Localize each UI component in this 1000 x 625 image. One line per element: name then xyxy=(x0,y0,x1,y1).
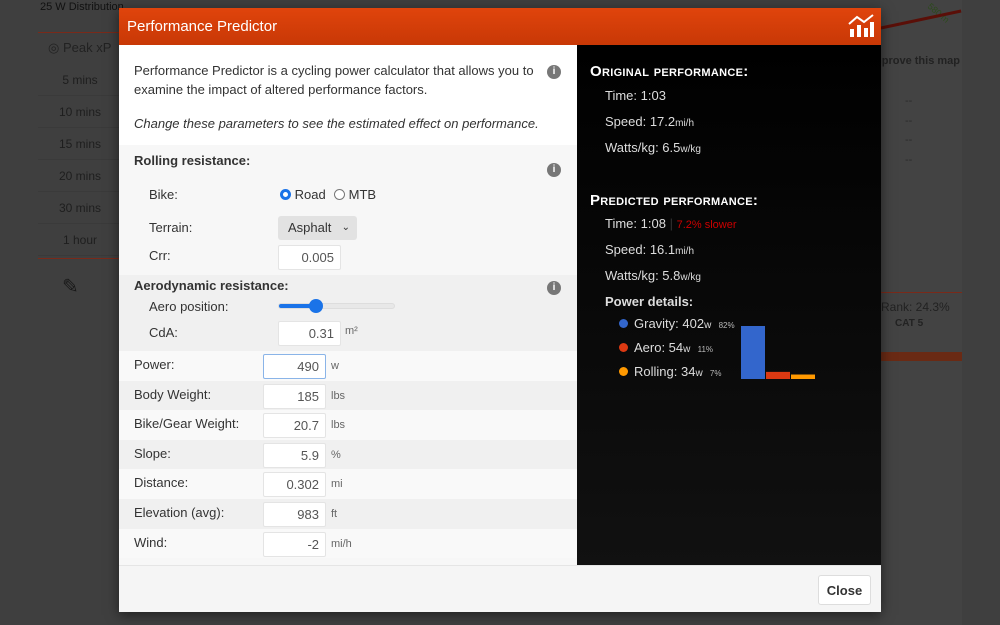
dialog-header: Performance Predictor xyxy=(119,8,881,45)
dash: -- xyxy=(905,115,913,127)
legend-dot-icon xyxy=(619,367,628,376)
bg-row: 10 mins xyxy=(38,96,122,128)
dash: -- xyxy=(905,95,913,107)
results-panel: Original performance: Time: 1:03 Speed: … xyxy=(577,45,881,565)
intro-text: Performance Predictor is a cycling power… xyxy=(134,63,534,97)
field-row: Bike/Gear Weight: 20.7 lbs xyxy=(119,410,577,440)
original-time: Time: 1:03 xyxy=(605,88,666,103)
power-bar xyxy=(791,374,815,379)
field-input[interactable]: 490 xyxy=(263,354,326,379)
dialog-title: Performance Predictor xyxy=(127,18,278,35)
predicted-wkg: Watts/kg: 5.8w/kg xyxy=(605,268,701,283)
bg-row: 1 hour xyxy=(38,224,122,256)
dash: -- xyxy=(905,134,913,146)
power-item: Rolling: 34w 7% xyxy=(619,364,721,379)
predicted-heading: Predicted performance: xyxy=(590,192,759,209)
pencil-icon[interactable]: ✎ xyxy=(62,276,79,298)
bike-label: Bike: xyxy=(149,187,178,202)
field-label: Wind: xyxy=(134,534,168,550)
original-heading: Original performance: xyxy=(590,63,749,80)
cda-input[interactable]: 0.31 xyxy=(278,321,341,346)
info-icon[interactable]: i xyxy=(547,281,561,295)
field-input[interactable]: -2 xyxy=(263,531,326,557)
field-unit: ft xyxy=(331,508,338,520)
field-unit: lbs xyxy=(331,419,346,432)
field-row: Distance: 0.302 mi xyxy=(119,469,577,499)
field-label: Slope: xyxy=(134,445,171,461)
field-input[interactable]: 0.302 xyxy=(263,472,326,498)
parameters-panel: Performance Predictor is a cycling power… xyxy=(119,45,577,565)
crr-input[interactable]: 0.005 xyxy=(278,245,341,270)
field-row: Body Weight: 185 lbs xyxy=(119,380,577,411)
power-item: Gravity: 402w 82% xyxy=(619,316,735,331)
power-bar-chart xyxy=(741,326,815,379)
predicted-speed: Speed: 16.1mi/h xyxy=(605,242,695,257)
rank-label: Rank: 24.3% xyxy=(881,300,950,314)
dialog-footer: Close xyxy=(119,565,881,612)
terrain-label: Terrain: xyxy=(149,220,193,235)
distribution-label: 25 W Distribution xyxy=(40,1,124,13)
bike-road-radio[interactable]: Road xyxy=(280,187,326,202)
field-row: Elevation (avg): 983 ft xyxy=(119,499,577,529)
close-button[interactable]: Close xyxy=(818,575,871,605)
bg-row: 5 mins xyxy=(38,64,122,96)
legend-dot-icon xyxy=(619,343,628,352)
aero-position-slider[interactable] xyxy=(278,299,395,313)
rolling-heading: Rolling resistance: xyxy=(134,153,251,168)
power-bar xyxy=(741,326,765,379)
cda-label: CdA: xyxy=(149,325,178,340)
bg-row: 20 mins xyxy=(38,160,122,192)
field-label: Elevation (avg): xyxy=(134,505,225,520)
field-unit: lbs xyxy=(331,389,346,402)
performance-predictor-dialog: Performance Predictor Performance Predic… xyxy=(119,8,881,612)
aero-heading: Aerodynamic resistance: xyxy=(134,278,289,293)
power-details-heading: Power details: xyxy=(605,294,694,309)
cat-badge: CAT 5 xyxy=(895,318,924,329)
original-wkg: Watts/kg: 6.5w/kg xyxy=(605,140,701,155)
field-row: Power: 490 w xyxy=(119,351,577,381)
aero-position-label: Aero position: xyxy=(149,299,229,314)
original-speed: Speed: 17.2mi/h xyxy=(605,114,695,129)
info-icon[interactable]: i xyxy=(547,65,561,79)
field-unit: mi/h xyxy=(331,537,352,550)
bg-row: 30 mins xyxy=(38,192,122,224)
legend-dot-icon xyxy=(619,319,628,328)
bike-mtb-radio[interactable]: MTB xyxy=(334,187,376,202)
improve-map-link[interactable]: Improve this map xyxy=(870,55,960,67)
chart-icon xyxy=(848,14,874,37)
dash: -- xyxy=(905,154,913,166)
time-delta: 7.2% slower xyxy=(676,219,737,231)
instructions-text: Change these parameters to see the estim… xyxy=(134,116,539,131)
cda-unit: m² xyxy=(345,325,358,337)
power-item: Aero: 54w 11% xyxy=(619,340,713,355)
slider-handle[interactable] xyxy=(309,299,324,313)
field-row: Wind: -2 mi/h xyxy=(119,528,577,559)
field-unit: w xyxy=(331,360,339,372)
field-label: Distance: xyxy=(134,475,189,491)
field-input[interactable]: 20.7 xyxy=(263,413,326,439)
crr-label: Crr: xyxy=(149,248,171,263)
field-unit: % xyxy=(331,448,341,461)
predicted-time: Time: 1:08 | 7.2% slower xyxy=(605,216,737,231)
field-input[interactable]: 983 xyxy=(263,502,326,527)
field-label: Body Weight: xyxy=(134,386,212,402)
field-row: Slope: 5.9 % xyxy=(119,439,577,470)
field-label: Bike/Gear Weight: xyxy=(134,416,240,432)
field-input[interactable]: 185 xyxy=(263,383,326,409)
info-icon[interactable]: i xyxy=(547,163,561,177)
field-unit: mi xyxy=(331,478,343,491)
peak-label: ◎ Peak xP xyxy=(48,40,112,55)
field-input[interactable]: 5.9 xyxy=(263,442,326,468)
power-bar xyxy=(766,371,790,379)
peak-icon: ◎ xyxy=(48,40,60,55)
bg-row: 15 mins xyxy=(38,128,122,160)
chevron-down-icon: ⌄ xyxy=(341,222,350,233)
field-label: Power: xyxy=(134,357,175,372)
terrain-select[interactable]: Asphalt ⌄ xyxy=(278,216,357,240)
